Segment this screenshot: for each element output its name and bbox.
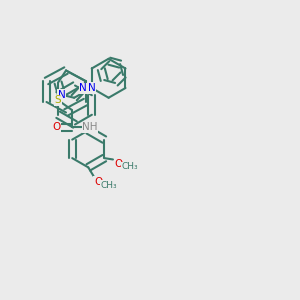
Text: S: S (55, 95, 62, 105)
Text: N: N (58, 90, 66, 100)
Text: NH: NH (82, 122, 98, 132)
Text: CH₃: CH₃ (122, 163, 138, 172)
Text: N: N (79, 83, 87, 93)
Text: CH₃: CH₃ (100, 181, 117, 190)
Text: O: O (52, 122, 60, 132)
Text: O: O (94, 177, 102, 187)
Text: N: N (88, 83, 96, 93)
Text: O: O (115, 159, 123, 169)
